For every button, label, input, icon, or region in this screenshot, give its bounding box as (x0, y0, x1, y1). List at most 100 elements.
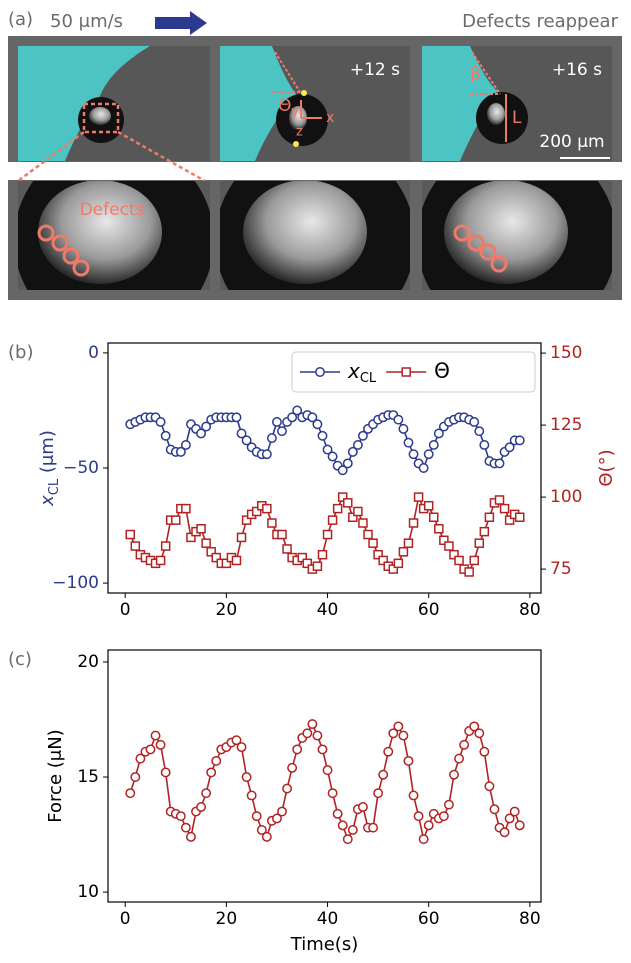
marker (267, 518, 277, 528)
marker (347, 825, 358, 835)
marker (504, 442, 515, 453)
marker (449, 769, 459, 780)
marker (474, 728, 485, 739)
marker (186, 532, 196, 543)
marker (297, 552, 307, 563)
marker (231, 412, 242, 423)
note: Defects reappear (462, 11, 618, 32)
marker (469, 417, 480, 427)
marker (474, 426, 485, 437)
marker (277, 529, 287, 540)
image-tile: Θ y x z +12 s (220, 46, 410, 161)
marker (469, 721, 480, 732)
panel-label: (c) (8, 649, 32, 670)
marker (236, 532, 247, 543)
axis-symbol: z (296, 125, 303, 140)
marker (125, 529, 136, 540)
marker (434, 524, 444, 534)
marker (398, 547, 409, 557)
marker (348, 512, 358, 523)
marker (317, 744, 328, 755)
marker (398, 730, 409, 741)
marker (353, 506, 363, 517)
marker (125, 788, 136, 799)
marker (423, 500, 434, 511)
time-label: +12 s (350, 60, 400, 80)
panel-a: (a) 50 μm/s Defects reappear Θ y x z (8, 9, 622, 300)
marker (368, 538, 378, 548)
panel-label: (a) (8, 9, 33, 30)
marker (383, 746, 394, 757)
marker (327, 515, 338, 525)
marker (398, 423, 409, 434)
marker (221, 558, 232, 569)
marker (484, 781, 495, 792)
marker (292, 405, 303, 416)
marker (373, 549, 383, 560)
marker (312, 419, 323, 430)
marker (130, 772, 141, 782)
marker (327, 451, 338, 462)
marker (504, 515, 515, 525)
marker (155, 555, 166, 566)
speed-label: 50 μm/s (50, 11, 123, 32)
marker (180, 822, 191, 833)
marker (413, 811, 424, 822)
y-tick-label: 15 (77, 767, 99, 787)
marker (438, 811, 449, 822)
plot-frame (107, 342, 542, 594)
image-tile: β L +16 s 200 μm (422, 46, 612, 161)
marker (378, 769, 389, 780)
marker (408, 790, 419, 801)
marker (282, 783, 293, 794)
marker (241, 435, 252, 446)
marker (266, 433, 277, 444)
marker (342, 458, 353, 469)
marker (444, 541, 454, 551)
marker (514, 435, 525, 446)
marker (327, 788, 338, 799)
marker (332, 503, 343, 514)
marker (160, 541, 171, 551)
marker (201, 538, 211, 548)
marker (231, 555, 242, 566)
marker (484, 512, 495, 523)
marker (201, 421, 212, 432)
marker (479, 746, 490, 757)
marker (277, 806, 287, 817)
marker (499, 503, 510, 514)
x-tick-label: 0 (120, 909, 131, 929)
marker (474, 538, 485, 548)
scale-bar-label: 200 μm (539, 132, 604, 152)
marker (262, 503, 272, 514)
marker (317, 549, 328, 560)
y-tick-label: 0 (88, 343, 99, 363)
marker (287, 762, 298, 773)
marker (514, 820, 525, 831)
marker (206, 767, 217, 778)
marker (201, 788, 212, 799)
marker (322, 765, 333, 776)
y-tick-label: −100 (52, 573, 99, 593)
marker (357, 802, 368, 812)
legend-label: xCL (347, 359, 377, 386)
marker (499, 827, 510, 838)
separator (8, 162, 622, 180)
marker (515, 512, 525, 523)
zoom-tile (422, 181, 612, 290)
marker (181, 503, 191, 514)
marker (357, 430, 368, 441)
marker (403, 437, 414, 448)
marker (302, 558, 313, 569)
marker (171, 515, 181, 525)
marker (322, 529, 333, 540)
marker (307, 412, 318, 423)
axis-symbol: x (326, 110, 334, 126)
marker (479, 440, 490, 450)
length-symbol: L (512, 108, 522, 128)
y2-tick-label: 150 (550, 343, 582, 363)
x-tick-label: 40 (317, 909, 339, 929)
marker (196, 524, 206, 534)
marker (241, 515, 252, 525)
